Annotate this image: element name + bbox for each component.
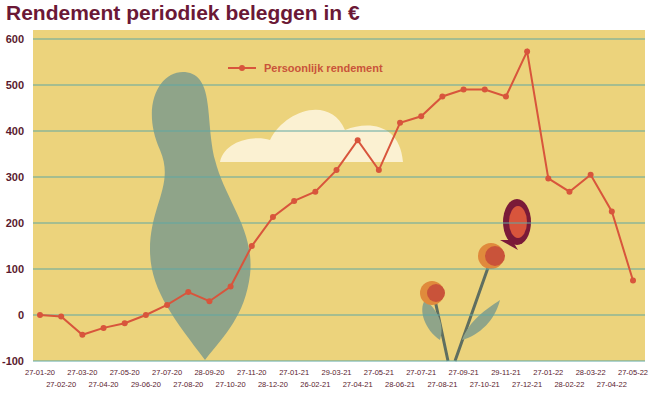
x-tick-label: 27-01-21 (279, 368, 309, 377)
x-tick-label: 27-08-20 (173, 380, 203, 389)
plot-background (33, 30, 645, 361)
series-marker (79, 332, 85, 338)
x-tick-label: 27-12-21 (512, 380, 542, 389)
series-marker (524, 48, 530, 54)
series-marker (334, 167, 340, 173)
butterfly-wing (503, 199, 531, 245)
series-marker (58, 313, 64, 319)
x-tick-label: 27-05-21 (364, 368, 394, 377)
y-tick-label: 100 (6, 263, 24, 275)
series-marker (249, 243, 255, 249)
x-tick-label: 27-11-20 (237, 368, 266, 377)
y-tick-label: 400 (6, 125, 24, 137)
series-marker (355, 137, 361, 143)
x-tick-label: 27-04-20 (89, 380, 119, 389)
chart-svg: Rendement periodiek beleggen in € -100 0 10… (0, 0, 650, 393)
series-marker (503, 94, 509, 100)
x-tick-label: 28-12-20 (258, 380, 288, 389)
x-tick-label: 27-04-22 (597, 380, 627, 389)
series-marker (101, 325, 107, 331)
decoration (150, 72, 531, 361)
x-tick-label: 27-10-21 (470, 380, 500, 389)
x-tick-label: 27-05-22 (618, 368, 648, 377)
x-tick-label: 27-03-20 (67, 368, 97, 377)
legend-label: Persoonlijk rendement (264, 62, 383, 74)
series-marker (630, 278, 636, 284)
x-tick-label: 27-07-20 (152, 368, 182, 377)
x-tick-label: 27-02-20 (46, 380, 76, 389)
flower (478, 243, 504, 269)
series-marker (418, 113, 424, 119)
series-marker (439, 94, 445, 100)
series-marker (376, 167, 382, 173)
butterfly-wing (509, 206, 527, 238)
flower-leaves (422, 300, 500, 340)
y-tick-label: 600 (6, 33, 24, 45)
x-tick-label: 26-02-21 (300, 380, 330, 389)
x-tick-label: 29-03-21 (321, 368, 351, 377)
series-marker (270, 214, 276, 220)
flower-stems (435, 262, 490, 361)
grid-line (33, 361, 645, 362)
flower (485, 246, 505, 266)
series-marker (545, 175, 551, 181)
x-tick-label: 27-07-21 (406, 368, 436, 377)
grid-line (33, 177, 645, 178)
grid-line (33, 315, 645, 316)
series-line (40, 51, 633, 334)
x-tick-label: 27-04-21 (343, 380, 373, 389)
legend-marker (239, 65, 245, 71)
series-marker (122, 320, 128, 326)
series-marker (37, 312, 43, 318)
y-axis: -100 0 100 200 300 400 500 600 (2, 33, 645, 367)
series-marker (228, 283, 234, 289)
series-marker (588, 172, 594, 178)
series-marker (461, 87, 467, 93)
title: Rendement periodiek beleggen in € (6, 1, 360, 24)
x-tick-label: 27-10-20 (216, 380, 246, 389)
leaf (150, 72, 251, 360)
x-tick-label: 28-09-20 (194, 368, 224, 377)
flower (427, 284, 445, 302)
y-tick-label: 300 (6, 171, 24, 183)
butterfly-body (500, 240, 518, 250)
x-axis: 27-01-20 27-02-20 27-03-20 27-04-20 27-05-20… (25, 368, 648, 389)
y-tick-label: 500 (6, 79, 24, 91)
x-tick-label: 28-03-22 (576, 368, 606, 377)
series-marker (206, 298, 212, 304)
y-tick-label: 200 (6, 217, 24, 229)
y-tick-label: 0 (18, 309, 24, 321)
series-marker (185, 289, 191, 295)
x-tick-label: 29-11-21 (491, 368, 520, 377)
grid-line (33, 85, 645, 86)
series-group (37, 48, 636, 337)
series-marker (397, 120, 403, 126)
series-marker (566, 189, 572, 195)
chart-container: Rendement periodiek beleggen in € -100 0 10… (0, 0, 650, 393)
series-marker (609, 209, 615, 215)
y-tick-label: -100 (2, 355, 24, 367)
x-tick-label: 29-06-20 (131, 380, 161, 389)
x-tick-label: 27-08-21 (427, 380, 457, 389)
series-marker (312, 189, 318, 195)
cloud (220, 110, 403, 162)
x-tick-label: 28-02-22 (554, 380, 584, 389)
flower (420, 281, 444, 305)
legend: Persoonlijk rendement (228, 62, 383, 74)
page-background (0, 0, 650, 393)
grid-line (33, 39, 645, 40)
x-tick-label: 28-06-21 (385, 380, 415, 389)
grid-line (33, 223, 645, 224)
series-marker (164, 302, 170, 308)
x-tick-label: 27-05-20 (110, 368, 140, 377)
grid-line (33, 269, 645, 270)
series-marker (482, 87, 488, 93)
x-tick-label: 27-09-21 (449, 368, 479, 377)
x-tick-label: 27-01-22 (533, 368, 563, 377)
series-marker (143, 312, 149, 318)
series-marker (291, 198, 297, 204)
grid-line (33, 131, 645, 132)
x-tick-label: 27-01-20 (25, 368, 55, 377)
